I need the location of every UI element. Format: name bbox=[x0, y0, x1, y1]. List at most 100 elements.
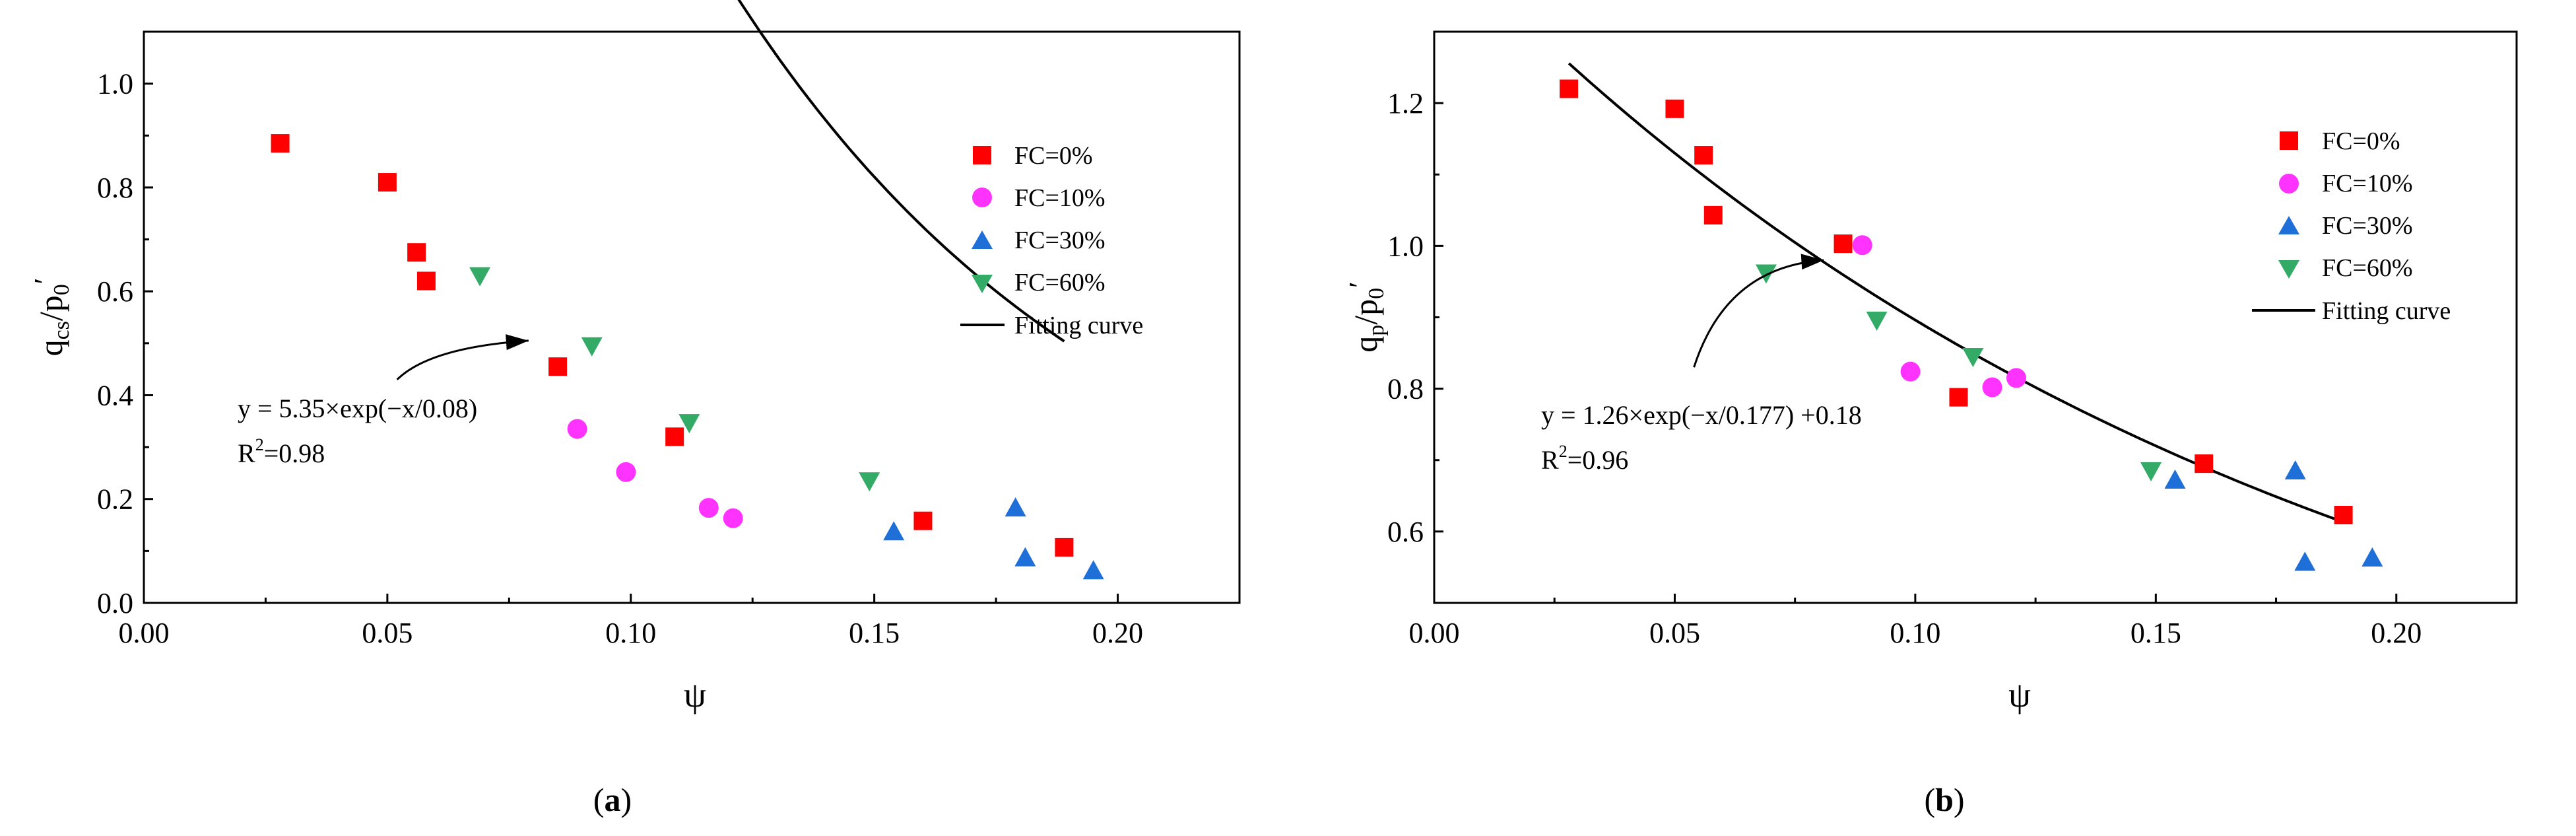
legend-label-fc30: FC=30% bbox=[2322, 212, 2413, 240]
marker-fc30 bbox=[2361, 547, 2383, 567]
y-tick-label: 0.8 bbox=[97, 172, 133, 204]
panel-a-fitting-curve bbox=[737, 0, 1065, 343]
marker-fc10 bbox=[616, 462, 636, 482]
y-tick-label: 0.0 bbox=[97, 587, 133, 619]
legend-marker-fc10 bbox=[2279, 174, 2299, 193]
panel-b-annotation-arrow bbox=[1693, 259, 1824, 368]
marker-fc10 bbox=[698, 498, 719, 518]
marker-fc10 bbox=[1900, 361, 1921, 382]
y-tick-label: 1.2 bbox=[1387, 87, 1424, 120]
marker-fc0 bbox=[378, 173, 397, 192]
x-tick-label: 0.05 bbox=[362, 617, 413, 649]
y-tick-label: 0.4 bbox=[97, 379, 133, 411]
marker-fc10 bbox=[567, 419, 587, 439]
panel-a-plot-frame bbox=[143, 30, 1241, 604]
x-tick-label: 0.20 bbox=[1092, 617, 1143, 649]
panel-a-plot: 0.00 0.05 0.10 0.15 0.20 0.00.20.40.60.81.0 … bbox=[97, 0, 1241, 649]
marker-fc0 bbox=[548, 357, 568, 376]
marker-fc0 bbox=[913, 511, 933, 530]
legend-marker-fc0 bbox=[2280, 131, 2298, 150]
marker-fc0 bbox=[1833, 234, 1853, 254]
panel-b-equation: y = 1.26×exp(−x/0.177) +0.18 bbox=[1541, 400, 1862, 430]
legend-marker-fc60 bbox=[2278, 260, 2299, 279]
panel-a-caption: (a) bbox=[593, 781, 632, 818]
legend-label-fc10: FC=10% bbox=[2322, 170, 2413, 197]
legend-marker-fc0 bbox=[973, 146, 991, 164]
x-tick-label: 0.10 bbox=[1890, 617, 1940, 649]
legend-marker-fc30 bbox=[972, 230, 993, 249]
marker-fc30 bbox=[883, 521, 905, 541]
panel-b-arrow-head bbox=[1800, 254, 1824, 270]
marker-fc0 bbox=[407, 243, 426, 262]
marker-fc60 bbox=[581, 337, 603, 357]
panel-b-r2: R2=0.96 bbox=[1541, 442, 1628, 475]
legend-marker-fc60 bbox=[972, 275, 993, 293]
marker-fc0 bbox=[1055, 538, 1074, 557]
y-tick-label: 0.6 bbox=[1387, 516, 1424, 548]
panel-a-arrow-head bbox=[506, 334, 529, 351]
panel-a-x-axis: 0.00 0.05 0.10 0.15 0.20 bbox=[119, 594, 1241, 649]
marker-fc0 bbox=[2195, 454, 2214, 473]
panel-b-legend: FC=0% FC=10% FC=30% FC=60% Fitting curve bbox=[2252, 127, 2451, 325]
panel-b-y-label: qp/p0′ bbox=[1343, 281, 1389, 353]
panel-b-caption: (b) bbox=[1924, 781, 1964, 818]
marker-fc60 bbox=[469, 267, 491, 287]
legend-label-fc0: FC=0% bbox=[1014, 142, 1093, 170]
marker-fc30 bbox=[1005, 497, 1026, 517]
panel-b-data-markers bbox=[1560, 79, 2383, 571]
x-tick-label: 0.20 bbox=[2371, 617, 2422, 649]
marker-fc0 bbox=[271, 134, 290, 153]
legend-label-fc0: FC=0% bbox=[2322, 127, 2400, 155]
marker-fc0 bbox=[1665, 99, 1684, 118]
marker-fc0 bbox=[1560, 79, 1579, 98]
legend-label-fc60: FC=60% bbox=[2322, 254, 2413, 282]
y-tick-label: 0.8 bbox=[1387, 373, 1424, 405]
legend-marker-fc30 bbox=[2278, 216, 2299, 234]
y-tick-label: 0.2 bbox=[97, 483, 133, 516]
marker-fc60 bbox=[859, 472, 880, 492]
marker-fc60 bbox=[678, 414, 700, 434]
panel-b-x-label: ψ bbox=[2008, 675, 2031, 714]
legend-label-fc10: FC=10% bbox=[1014, 184, 1106, 212]
x-tick-label: 0.05 bbox=[1649, 617, 1700, 649]
marker-fc10 bbox=[2006, 368, 2026, 388]
x-tick-label: 0.15 bbox=[2130, 617, 2181, 649]
marker-fc60 bbox=[1962, 347, 1984, 367]
marker-fc30 bbox=[1014, 547, 1036, 567]
x-tick-label: 0.00 bbox=[1409, 617, 1460, 649]
marker-fc10 bbox=[1852, 235, 1872, 256]
x-tick-label: 0.15 bbox=[849, 617, 900, 649]
marker-fc30 bbox=[1082, 560, 1104, 580]
marker-fc10 bbox=[1982, 377, 2002, 398]
panel-b-fitting-curve bbox=[1568, 62, 2344, 524]
panel-b-y-axis: 0.6 0.8 1.0 1.2 bbox=[1387, 87, 1443, 548]
panel-b: 0.00 0.05 0.10 0.15 0.20 0.6 0.8 1.0 1.2 y = 1.… bbox=[1343, 30, 2518, 818]
marker-fc30 bbox=[2284, 460, 2306, 479]
panel-a-y-label: qcs/p0′ bbox=[28, 278, 74, 357]
marker-fc10 bbox=[723, 508, 743, 528]
y-tick-label: 1.0 bbox=[1387, 230, 1424, 262]
marker-fc0 bbox=[1703, 205, 1723, 225]
marker-fc0 bbox=[416, 271, 436, 291]
marker-fc0 bbox=[2334, 506, 2353, 525]
panel-a: 0.00 0.05 0.10 0.15 0.20 0.00.20.40.60.81.0 … bbox=[28, 0, 1241, 818]
y-tick-label: 0.6 bbox=[97, 275, 133, 308]
panel-a-annotation-arrow bbox=[396, 339, 529, 380]
marker-fc60 bbox=[1866, 311, 1888, 331]
legend-label-fit: Fitting curve bbox=[2322, 297, 2451, 325]
x-tick-label: 0.10 bbox=[605, 617, 656, 649]
marker-fc60 bbox=[2140, 462, 2162, 481]
legend-marker-fc10 bbox=[972, 188, 992, 207]
legend-label-fit: Fitting curve bbox=[1014, 312, 1143, 339]
marker-fc0 bbox=[1694, 146, 1713, 165]
x-tick-label: 0.00 bbox=[119, 617, 170, 649]
y-tick-label: 1.0 bbox=[97, 68, 133, 100]
panel-a-x-label: ψ bbox=[684, 675, 706, 714]
panel-a-r2: R2=0.98 bbox=[238, 435, 325, 468]
panel-a-y-axis: 0.0 0.2 0.4 0.6 0.8 1.0 bbox=[97, 30, 153, 619]
legend-label-fc30: FC=30% bbox=[1014, 226, 1106, 254]
marker-fc30 bbox=[2164, 470, 2186, 489]
marker-fc30 bbox=[2294, 551, 2316, 571]
panel-b-plot: 0.00 0.05 0.10 0.15 0.20 0.6 0.8 1.0 1.2 y = 1.… bbox=[1387, 30, 2518, 649]
